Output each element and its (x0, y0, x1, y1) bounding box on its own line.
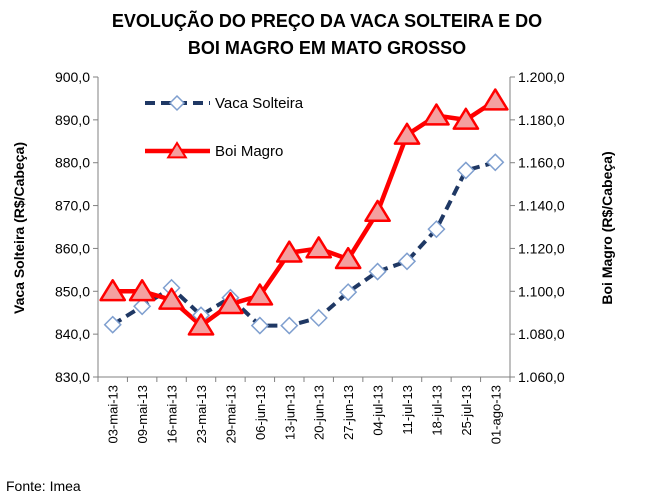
legend-vaca-solteira-label: Vaca Solteira (215, 95, 304, 112)
vaca-solteira-point (427, 220, 446, 239)
x-tick-label: 16-mai-13 (165, 385, 180, 444)
left-tick-label: 860,0 (55, 240, 90, 256)
x-tick-label: 18-jul-13 (429, 385, 444, 436)
boi-magro-point (423, 103, 450, 126)
x-tick-label: 13-jun-13 (282, 385, 297, 440)
x-tick-label: 27-jun-13 (341, 385, 356, 440)
vaca-solteira-point (397, 252, 417, 271)
left-tick-label: 890,0 (55, 112, 90, 128)
vaca-solteira-point (309, 308, 328, 327)
left-tick-label: 870,0 (55, 198, 90, 214)
legend-boi-magro-label: Boi Magro (215, 143, 283, 160)
boi-magro-point (217, 291, 244, 315)
boi-magro-point (452, 107, 480, 130)
boi-magro-point (481, 88, 509, 111)
left-axis-label: Vaca Solteira (R$/Cabeça) (11, 142, 27, 314)
left-tick-label: 830,0 (55, 369, 90, 385)
x-tick-label: 06-jun-13 (253, 385, 268, 440)
left-tick-label: 840,0 (55, 326, 90, 342)
vaca-solteira-point (486, 153, 505, 172)
right-tick-label: 1.200,0 (518, 69, 565, 85)
legend-boi-magro-marker (166, 141, 188, 159)
source-note: Fonte: Imea (6, 478, 81, 494)
boi-magro-point (305, 236, 333, 259)
vaca-solteira-point (133, 297, 152, 316)
right-tick-label: 1.140,0 (518, 198, 565, 214)
right-tick-label: 1.120,0 (518, 240, 565, 256)
vaca-solteira-point (103, 315, 122, 334)
legend: Vaca Solteira Boi Magro (145, 94, 304, 160)
chart-title-line-2: BOI MAGRO EM MATO GROSSO (188, 38, 466, 58)
left-tick-label: 880,0 (55, 155, 90, 171)
boi-magro-point (187, 313, 215, 336)
boi-magro-point (158, 287, 185, 310)
boi-magro-point (246, 283, 274, 306)
vaca-solteira-line (111, 160, 496, 328)
chart-title-line-1: EVOLUÇÃO DO PREÇO DA VACA SOLTEIRA E DO (112, 10, 542, 31)
x-tick-label: 11-jul-13 (400, 385, 415, 435)
vaca-solteira-point (368, 262, 387, 281)
left-tick-label: 900,0 (55, 69, 90, 85)
x-tick-label: 01-ago-13 (488, 385, 503, 444)
vaca-solteira-point (250, 316, 269, 335)
right-tick-label: 1.160,0 (518, 155, 565, 171)
right-tick-label: 1.080,0 (518, 326, 565, 342)
boi-magro-point (364, 199, 391, 223)
vaca-solteira-point (456, 161, 475, 180)
legend-vaca-solteira-marker (168, 94, 186, 112)
vaca-solteira-point (339, 283, 358, 302)
x-tick-label: 23-mai-13 (194, 385, 209, 444)
x-tick-label: 20-jun-13 (312, 385, 327, 440)
x-tick-label: 03-mai-13 (106, 385, 121, 444)
right-tick-label: 1.100,0 (518, 283, 565, 299)
chart-title: EVOLUÇÃO DO PREÇO DA VACA SOLTEIRA E DO … (112, 10, 542, 58)
x-tick-label: 09-mai-13 (135, 385, 150, 444)
x-tick-label: 25-jul-13 (459, 385, 474, 436)
right-tick-label: 1.060,0 (518, 369, 565, 385)
boi-magro-point (275, 240, 303, 263)
boi-magro-point (334, 246, 362, 270)
right-tick-label: 1.180,0 (518, 112, 565, 128)
vaca-solteira-point (280, 316, 299, 335)
x-tick-label: 04-jul-13 (371, 385, 386, 436)
x-tick-label: 29-mai-13 (223, 385, 238, 444)
boi-magro-point (128, 279, 156, 302)
boi-magro-point (393, 122, 421, 145)
boi-magro-point (99, 279, 127, 302)
right-axis-label: Boi Magro (R$/Cabeça) (599, 151, 615, 304)
left-tick-label: 850,0 (55, 283, 90, 299)
